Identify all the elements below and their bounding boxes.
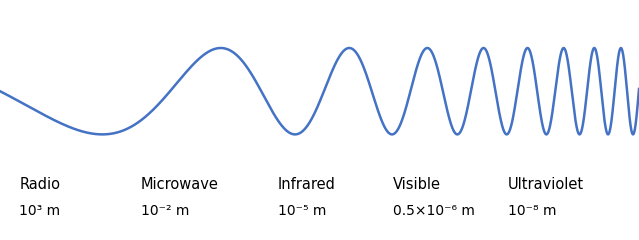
Text: Radio: Radio — [19, 177, 60, 192]
Text: 10⁻² m: 10⁻² m — [141, 204, 189, 218]
Text: 0.5×10⁻⁶ m: 0.5×10⁻⁶ m — [393, 204, 475, 218]
Text: Ultraviolet: Ultraviolet — [508, 177, 584, 192]
Text: 10³ m: 10³ m — [19, 204, 60, 218]
Text: 10⁻⁵ m: 10⁻⁵ m — [278, 204, 327, 218]
Text: Visible: Visible — [393, 177, 441, 192]
Text: Infrared: Infrared — [278, 177, 336, 192]
Text: 10⁻⁸ m: 10⁻⁸ m — [508, 204, 557, 218]
Text: Microwave: Microwave — [141, 177, 219, 192]
